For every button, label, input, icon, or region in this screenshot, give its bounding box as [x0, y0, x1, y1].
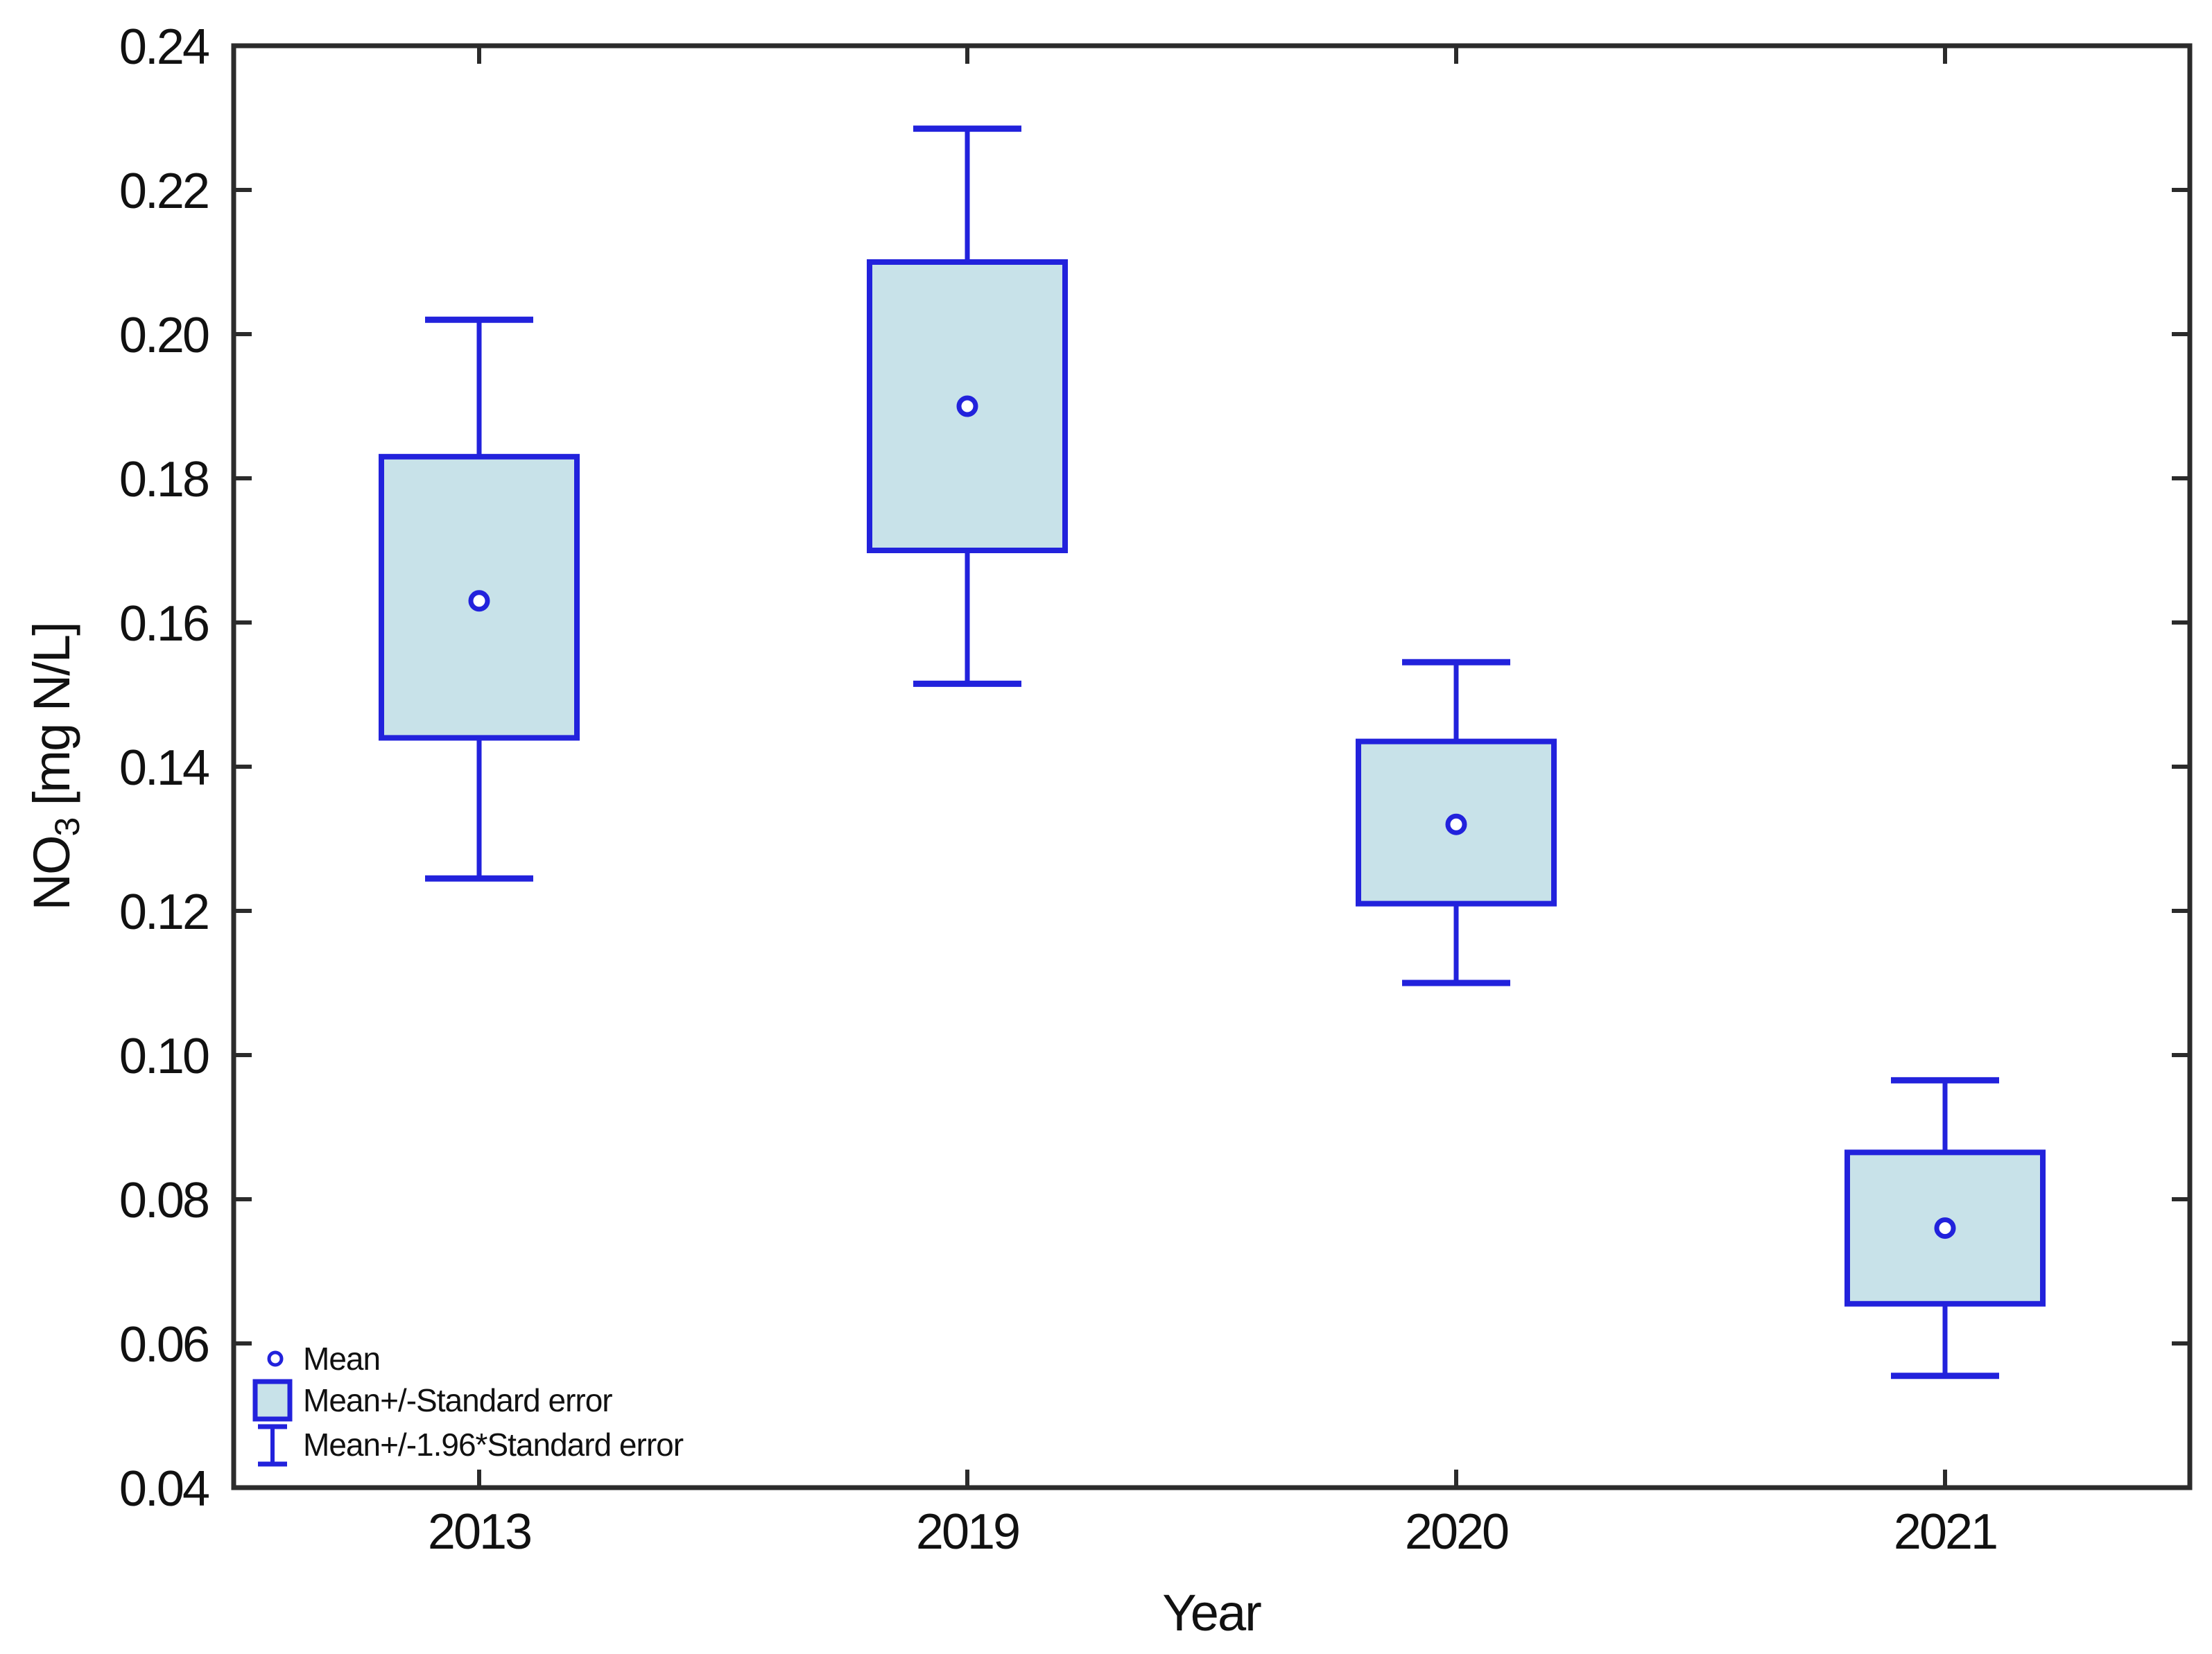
y-axis-title-pre: NO: [23, 837, 80, 911]
box-plot-group-2021: [1844, 1077, 2046, 1379]
box-plot-group-2013: [379, 316, 580, 882]
y-axis-title-subscript: 3: [48, 819, 87, 837]
y-tick-label: 0.10: [119, 1029, 209, 1084]
mean-marker: [956, 395, 978, 417]
y-axis-title-post: [mg N/L]: [23, 623, 80, 818]
chart-generated-layer: 0.24 0.22 0.20 0.18 0.16 0.14 0.12 0.10 0.08 0.06…: [119, 19, 2193, 1560]
x-tick-label: 2020: [1405, 1504, 1508, 1560]
y-tick-label: 0.04: [119, 1461, 209, 1517]
mean-marker: [1445, 813, 1467, 835]
y-tick-label: 0.22: [119, 164, 208, 219]
legend-label: Mean+/-Standard error: [303, 1382, 612, 1418]
x-tick-label: 2021: [1894, 1504, 1996, 1560]
legend-se-box-icon: [252, 1379, 293, 1422]
y-tick-label: 0.08: [119, 1173, 208, 1228]
x-tick-label: 2013: [428, 1504, 530, 1560]
se-box: [1356, 738, 1557, 907]
mean-marker: [1934, 1217, 1956, 1239]
x-axis-title: Year: [1162, 1584, 1261, 1642]
mean-marker: [468, 590, 490, 612]
x-tick-label: 2019: [916, 1504, 1019, 1560]
box-plot-group-2019: [867, 125, 1068, 687]
y-tick-label: 0.18: [119, 452, 208, 507]
legend: Mean Mean+/-Standard error Mean+/-1.96*Sta…: [252, 1341, 684, 1467]
box-plot-group-2020: [1356, 659, 1557, 986]
y-tick-label: 0.06: [119, 1317, 208, 1373]
y-axis-title: NO3 [mg N/L]: [23, 623, 87, 910]
y-tick-label: 0.24: [119, 19, 209, 75]
y-tick-label: 0.16: [119, 596, 208, 652]
y-tick-label: 0.14: [119, 740, 209, 796]
legend-label: Mean: [303, 1341, 380, 1377]
legend-mean-icon: [267, 1350, 284, 1367]
y-tick-label: 0.20: [119, 308, 209, 363]
legend-label: Mean+/-1.96*Standard error: [303, 1427, 684, 1463]
y-tick-label: 0.12: [119, 885, 208, 940]
